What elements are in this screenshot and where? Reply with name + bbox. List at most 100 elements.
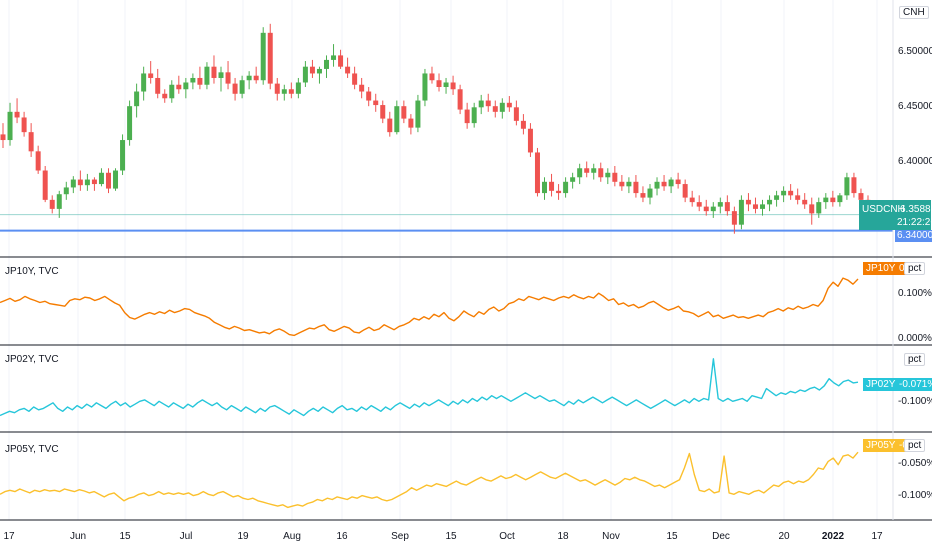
- badge-value-jp02y: -0.071%: [896, 378, 932, 391]
- candle-body: [752, 204, 758, 209]
- candle-body: [527, 128, 533, 153]
- candle-body: [113, 170, 119, 189]
- candle-body: [556, 190, 562, 194]
- candle-body: [675, 179, 681, 185]
- candle-body: [415, 100, 421, 128]
- candle-body: [176, 84, 182, 90]
- candle-body: [858, 193, 864, 200]
- candle-body: [724, 202, 730, 212]
- series-line-jp05y: [0, 451, 859, 509]
- candle-body: [654, 181, 660, 189]
- candle-body: [816, 202, 822, 214]
- candle-body: [155, 77, 161, 94]
- candle-body: [598, 168, 604, 178]
- candle-body: [485, 100, 491, 107]
- unit-toggle-jp05y[interactable]: pct: [904, 439, 926, 452]
- pane-title-jp02y: JP02Y, TVC: [5, 354, 59, 365]
- candle-body: [345, 66, 351, 74]
- candle-body: [499, 102, 505, 112]
- candle-body: [77, 179, 83, 186]
- candle-body: [668, 179, 674, 187]
- candle-body: [28, 132, 34, 152]
- unit-toggle-jp10y[interactable]: pct: [904, 262, 926, 275]
- candle-body: [204, 66, 210, 85]
- x-tick-label: 15: [119, 531, 131, 542]
- candle-body: [591, 168, 597, 173]
- candle-body: [513, 107, 519, 121]
- candle-body: [471, 107, 477, 124]
- candle-body: [190, 77, 196, 83]
- candle-body: [7, 111, 13, 141]
- candle-body: [619, 181, 625, 187]
- candle-body: [21, 117, 27, 133]
- candle-body: [352, 73, 358, 85]
- candle-body: [84, 179, 90, 186]
- candle-body: [197, 77, 203, 85]
- y-tick-label: 6.40000: [898, 156, 932, 167]
- candle-body: [260, 32, 266, 81]
- candle-body: [570, 177, 576, 182]
- candle-body: [338, 55, 344, 67]
- candle-body: [183, 82, 189, 90]
- candle-body: [42, 170, 48, 200]
- currency-label[interactable]: CNH: [899, 6, 929, 19]
- candle-body: [478, 100, 484, 108]
- candle-body: [640, 193, 646, 198]
- candle-body: [710, 206, 716, 212]
- candle-body: [647, 188, 653, 198]
- candle-body: [218, 72, 224, 78]
- x-tick-label: Dec: [712, 531, 730, 542]
- candle-body: [148, 73, 154, 78]
- candle-body: [70, 179, 76, 188]
- candle-body: [506, 102, 512, 108]
- x-tick-label: 16: [336, 531, 348, 542]
- unit-toggle-jp02y[interactable]: pct: [904, 353, 926, 366]
- candle-body: [534, 152, 540, 194]
- candle-body: [520, 120, 526, 129]
- x-tick-label: Nov: [602, 531, 620, 542]
- y-tick-label: 6.50000: [898, 46, 932, 57]
- y-tick-label: 6.45000: [898, 101, 932, 112]
- x-tick-label: 18: [557, 531, 569, 542]
- y-tick-label: -0.050%: [898, 458, 932, 469]
- y-tick-label: 0.100%: [898, 288, 932, 299]
- candle-body: [429, 73, 435, 81]
- candle-body: [323, 59, 329, 69]
- candle-body: [288, 89, 294, 94]
- candle-body: [232, 83, 238, 94]
- candle-body: [767, 199, 773, 205]
- candle-body: [563, 181, 569, 194]
- candlestick-series: [0, 23, 893, 234]
- candle-body: [682, 184, 688, 198]
- price-value: 6.35888: [900, 204, 932, 215]
- candle-body: [633, 181, 639, 194]
- candle-body: [745, 199, 751, 205]
- candle-body: [394, 106, 400, 133]
- y-tick-label: -0.100%: [898, 490, 932, 501]
- candle-body: [35, 151, 41, 171]
- candle-body: [605, 172, 611, 178]
- candle-body: [464, 109, 470, 124]
- candle-body: [401, 106, 407, 119]
- candle-body: [696, 202, 702, 207]
- x-tick-label: Oct: [499, 531, 515, 542]
- series-line-jp02y: [0, 358, 859, 417]
- candle-body: [14, 111, 20, 118]
- candle-body: [98, 172, 104, 185]
- candle-body: [457, 89, 463, 110]
- candle-body: [703, 206, 709, 212]
- candle-body: [0, 134, 6, 141]
- pane-title-jp10y: JP10Y, TVC: [5, 266, 59, 277]
- candle-body: [809, 204, 815, 214]
- candle-body: [169, 84, 175, 99]
- candle-body: [380, 105, 386, 119]
- candle-body: [63, 187, 69, 195]
- candle-body: [781, 190, 787, 196]
- candle-body: [661, 181, 667, 187]
- candle-body: [738, 199, 744, 225]
- candle-body: [211, 66, 217, 78]
- candle-body: [851, 177, 857, 194]
- candle-body: [359, 84, 365, 92]
- candle-body: [788, 190, 794, 196]
